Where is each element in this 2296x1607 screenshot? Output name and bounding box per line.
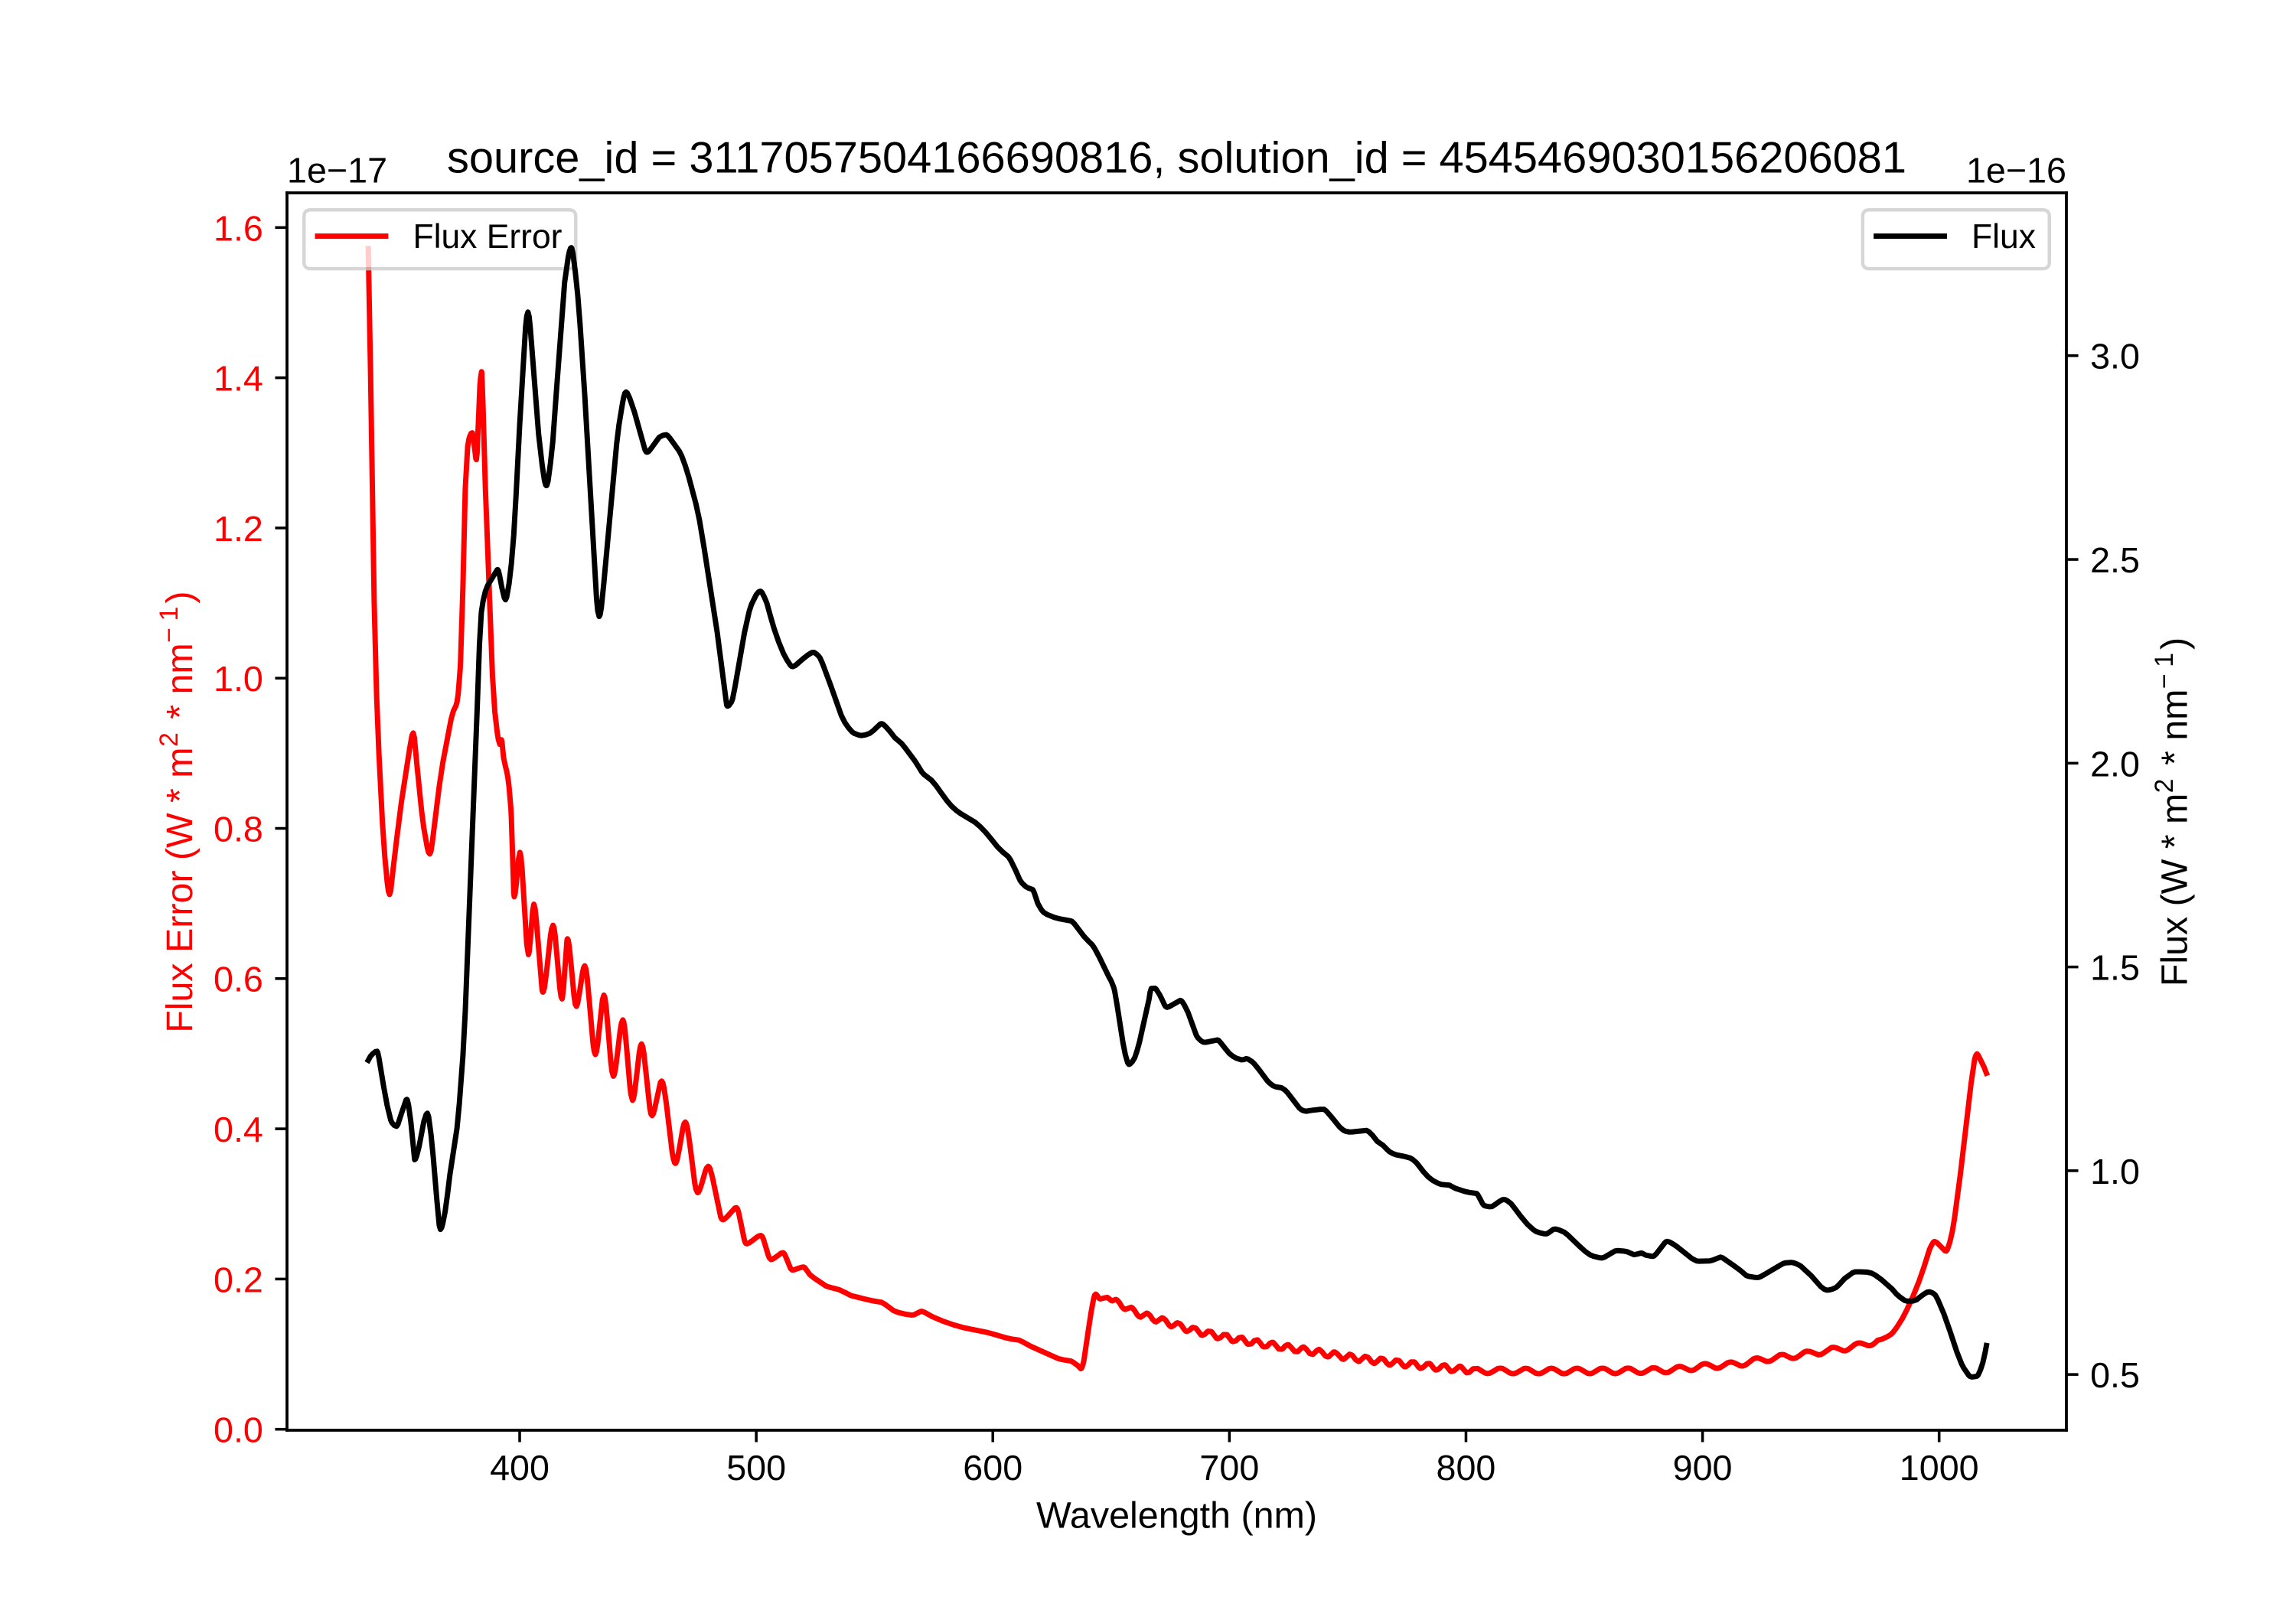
svg-text:0.5: 0.5 <box>2090 1355 2140 1395</box>
svg-text:3.0: 3.0 <box>2090 337 2140 376</box>
svg-text:1.0: 1.0 <box>2090 1152 2140 1191</box>
svg-text:0.2: 0.2 <box>214 1260 263 1299</box>
svg-text:F l u x: F l u x ( W * m * n m ) 2 − 1 <box>2125 622 2200 986</box>
svg-text:1.0: 1.0 <box>214 659 263 699</box>
svg-text:2.0: 2.0 <box>2090 744 2140 784</box>
svg-text:source_id = 311705750416669081: source_id = 3117057504166690816, solutio… <box>447 133 1906 182</box>
svg-text:600: 600 <box>963 1448 1022 1488</box>
svg-text:500: 500 <box>726 1448 786 1488</box>
svg-text:2.5: 2.5 <box>2090 540 2140 580</box>
svg-text:1e−17: 1e−17 <box>287 151 387 191</box>
svg-text:1.2: 1.2 <box>214 509 263 549</box>
svg-text:F l u x: F l u x E r r o r ( W * m * n m ) <box>129 576 204 1033</box>
svg-text:0.4: 0.4 <box>214 1110 263 1149</box>
svg-text:Wavelength (nm): Wavelength (nm) <box>1036 1495 1317 1536</box>
svg-text:Flux Error: Flux Error <box>413 218 562 256</box>
svg-text:1e−16: 1e−16 <box>1966 151 2066 191</box>
svg-text:900: 900 <box>1673 1448 1733 1488</box>
svg-text:Flux: Flux <box>1971 218 2036 256</box>
svg-text:0.0: 0.0 <box>214 1410 263 1450</box>
svg-text:1000: 1000 <box>1900 1448 1979 1488</box>
svg-text:1.4: 1.4 <box>214 359 263 399</box>
svg-text:0.6: 0.6 <box>214 960 263 999</box>
svg-text:1.5: 1.5 <box>2090 948 2140 988</box>
svg-text:700: 700 <box>1199 1448 1259 1488</box>
svg-text:400: 400 <box>490 1448 550 1488</box>
svg-text:1.6: 1.6 <box>214 208 263 248</box>
svg-text:800: 800 <box>1437 1448 1496 1488</box>
svg-text:0.8: 0.8 <box>214 809 263 849</box>
